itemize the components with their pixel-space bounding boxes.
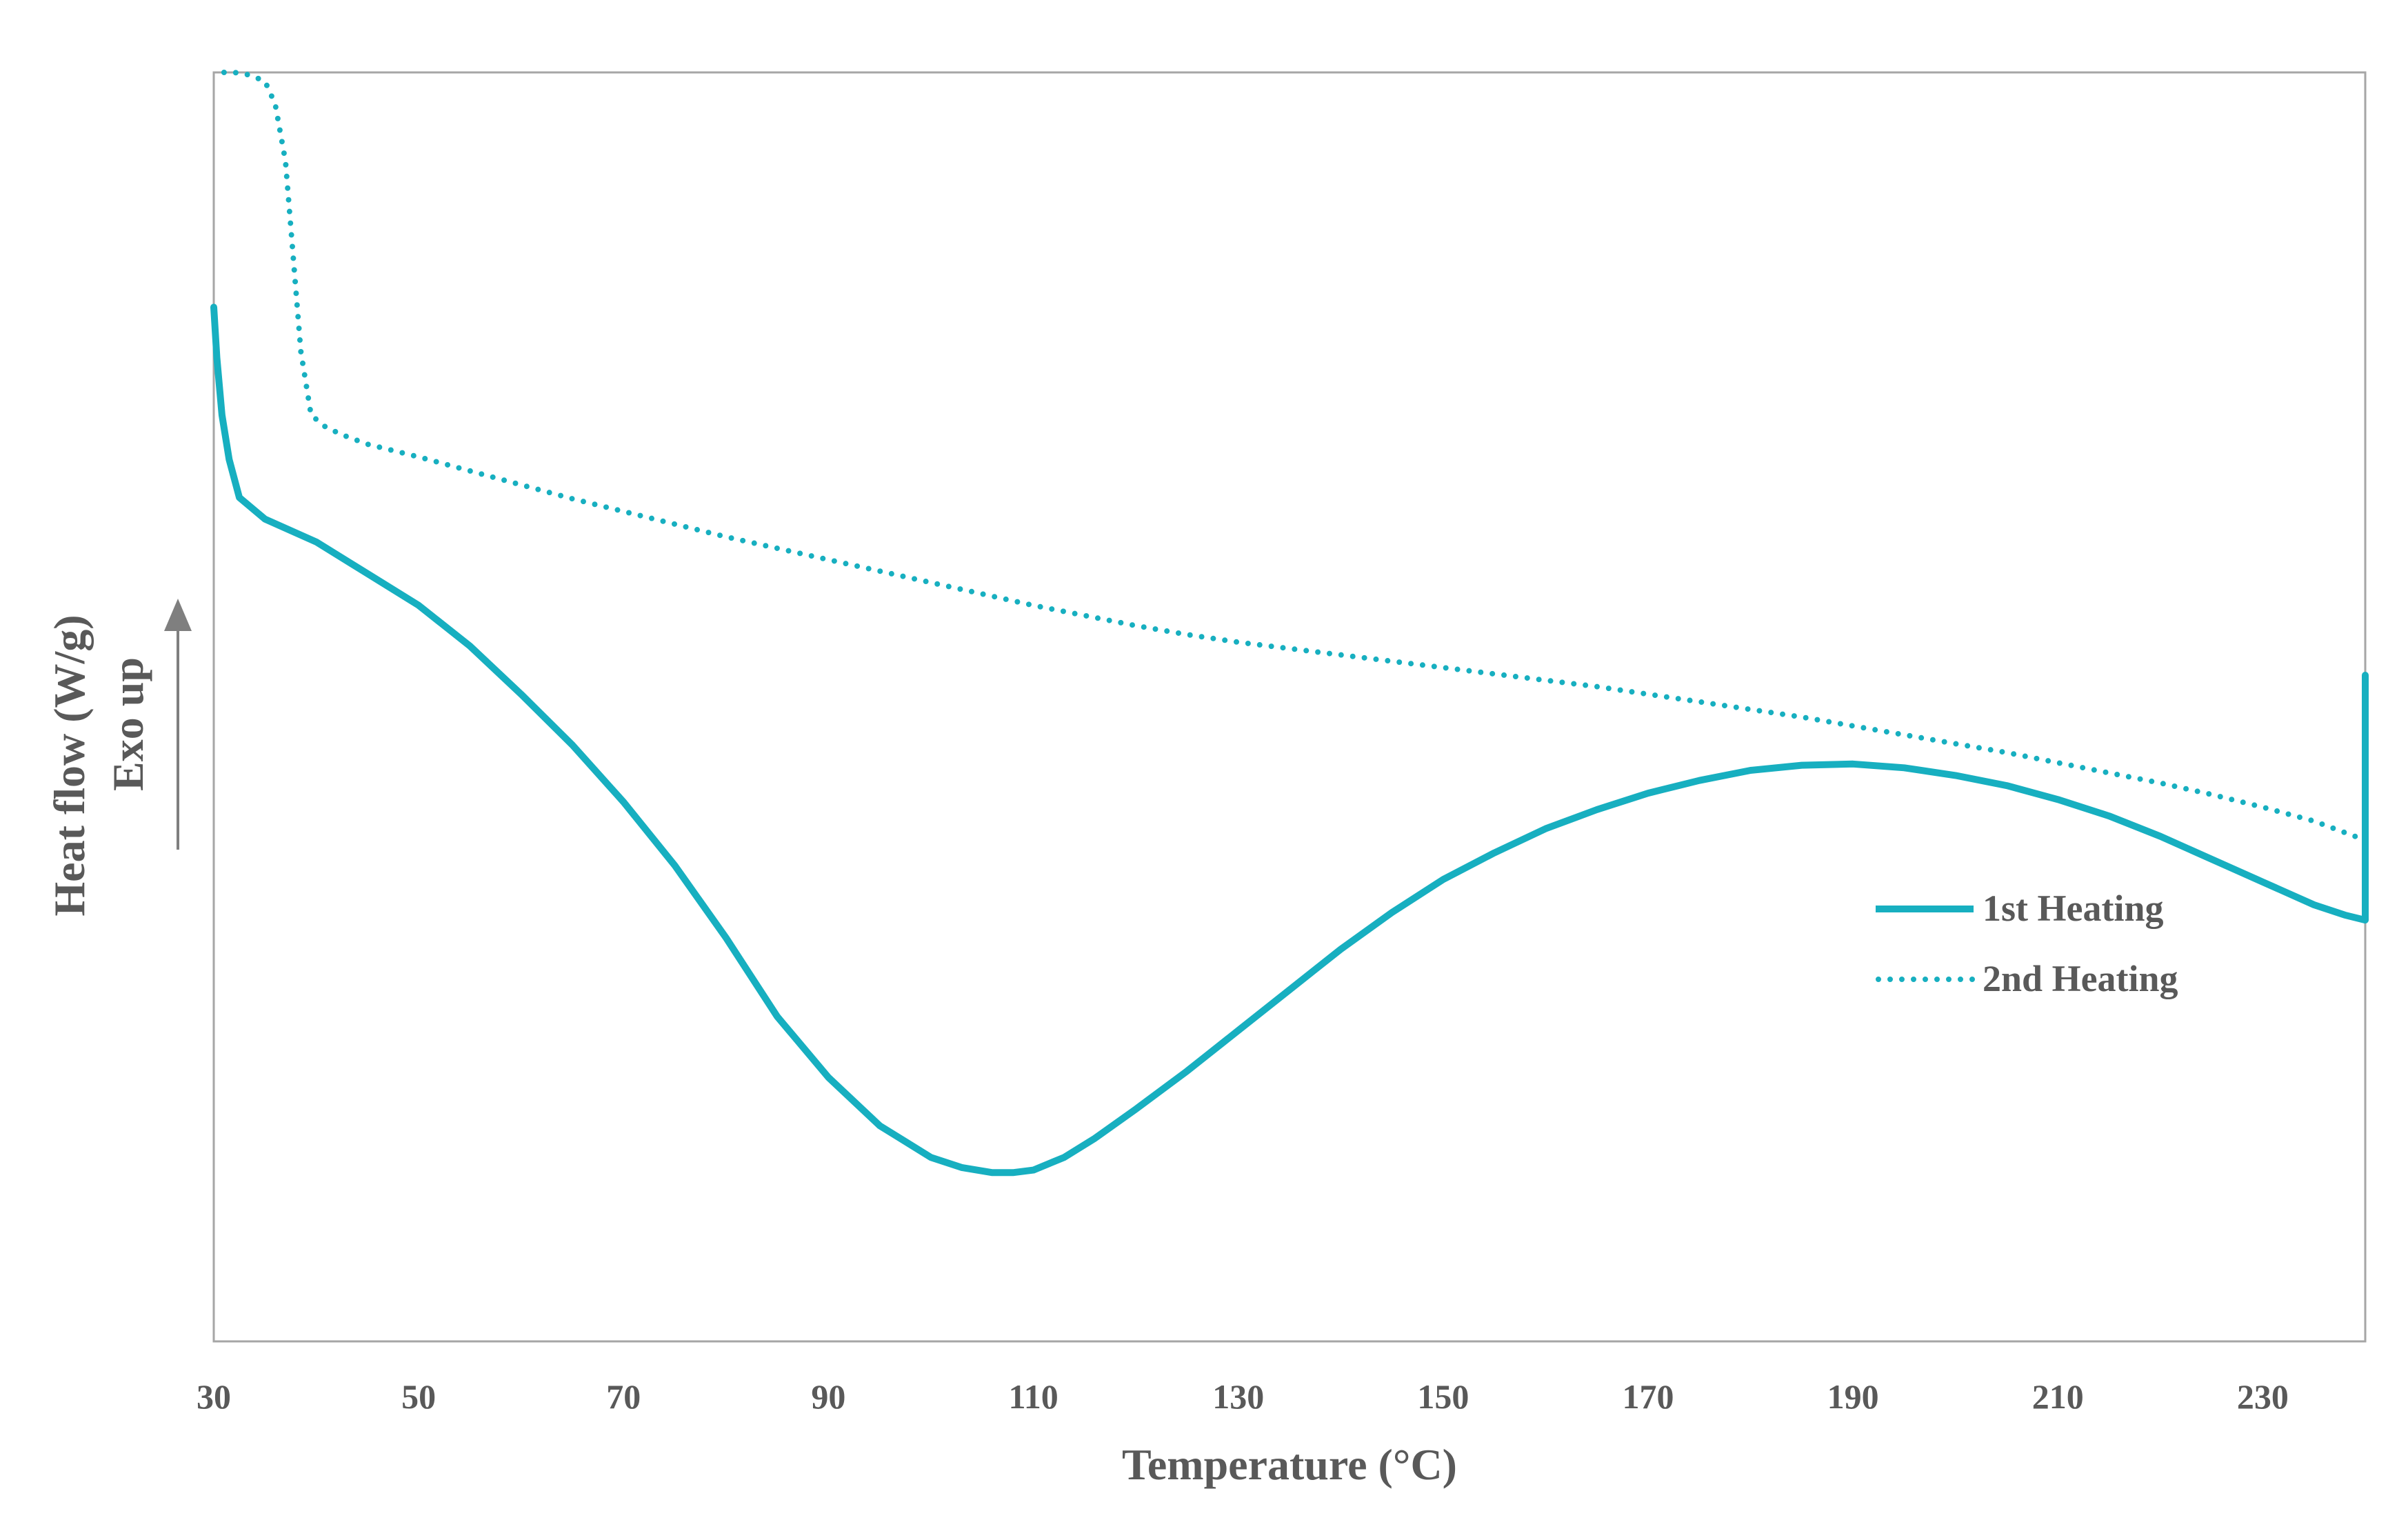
- legend-label-2nd-heating: 2nd Heating: [1983, 958, 2178, 999]
- legend: 1st Heating 2nd Heating: [1876, 888, 2178, 999]
- x-tick-label: 230: [2237, 1377, 2289, 1416]
- series-line-2nd-heating: [221, 70, 2368, 843]
- x-tick-label: 210: [2032, 1377, 2084, 1416]
- x-tick-label: 90: [811, 1377, 845, 1416]
- x-tick-label: 50: [401, 1377, 436, 1416]
- x-tick-label: 190: [1827, 1377, 1879, 1416]
- series-line-1st-heating: [210, 303, 2369, 1177]
- x-tick-label: 150: [1417, 1377, 1469, 1416]
- legend-label-1st-heating: 1st Heating: [1983, 888, 2164, 929]
- x-tick-label: 30: [197, 1377, 231, 1416]
- x-tick-label: 170: [1623, 1377, 1674, 1416]
- y-axis-title: Heat flow (W/g): [45, 614, 94, 916]
- exo-up-arrowhead-icon: [164, 599, 192, 631]
- y-axis-exo-note: Exo up: [103, 657, 152, 791]
- x-tick-label: 110: [1008, 1377, 1058, 1416]
- x-axis-title: Temperature (°C): [1122, 1440, 1457, 1489]
- x-tick-label: 70: [606, 1377, 641, 1416]
- series-layer: [210, 70, 2369, 1177]
- x-axis-ticks: 30 50 70 90 110 130 150 170 190 210 230: [197, 1377, 2289, 1416]
- x-tick-label: 130: [1212, 1377, 1264, 1416]
